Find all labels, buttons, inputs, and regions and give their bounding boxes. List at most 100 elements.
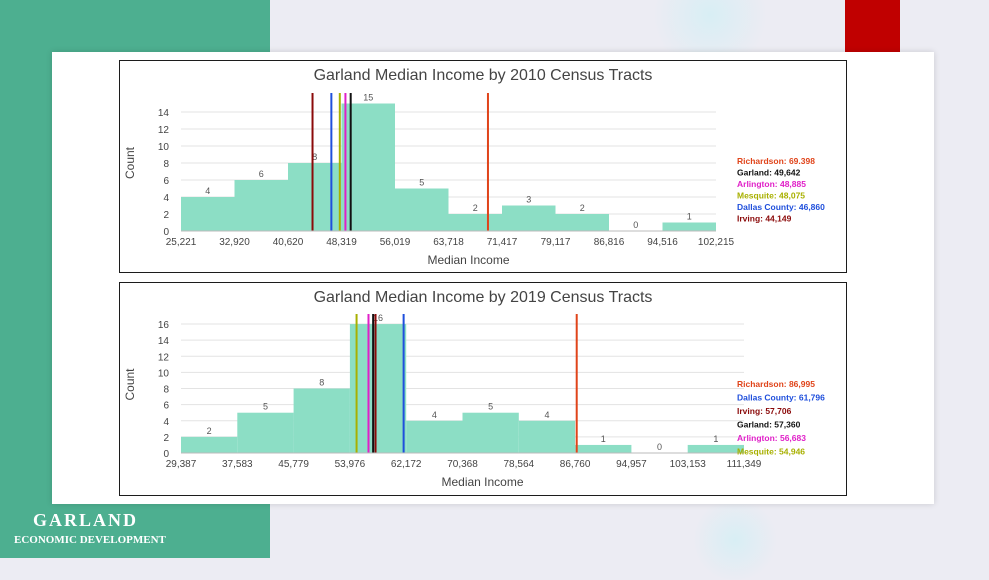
y-tick-label: 12 [158,125,170,136]
y-tick-label: 2 [163,433,169,444]
histogram-bar [662,222,716,231]
x-tick-label: 37,583 [222,459,253,470]
histogram-bar [575,444,632,453]
histogram-2019: Garland Median Income by 2019 Census Tra… [119,282,847,496]
x-axis-label: Median Income [427,253,509,267]
bar-count-label: 5 [419,178,424,188]
histogram-bar [501,205,556,231]
x-tick-label: 32,920 [219,237,250,248]
bar-count-label: 5 [263,402,268,412]
bar-count-label: 0 [633,220,638,230]
brand-name: GARLAND [33,510,139,530]
histogram-bar [181,436,238,453]
y-tick-label: 10 [158,368,170,379]
histogram-bar [462,412,519,453]
y-tick-label: 6 [163,401,169,412]
histogram-bar [237,412,294,453]
x-tick-label: 79,117 [541,237,571,248]
bar-count-label: 4 [432,410,437,420]
bar-count-label: 3 [526,195,531,205]
histogram-bar [406,420,463,453]
y-axis-label: Count [123,146,137,179]
bar-count-label: 2 [207,426,212,436]
legend-entry: Garland: 57,360 [737,420,801,430]
legend-entry: Richardson: 86,995 [737,379,815,389]
y-tick-label: 14 [158,336,170,347]
y-tick-label: 2 [163,210,169,221]
chart-title: Garland Median Income by 2010 Census Tra… [314,67,653,84]
histogram-bar [395,188,449,231]
bar-count-label: 2 [580,203,585,213]
legend-entry: Arlington: 56,683 [737,433,806,443]
x-tick-label: 103,153 [670,459,707,470]
x-tick-label: 111,349 [727,459,762,470]
bar-count-label: 1 [687,212,692,222]
legend-entry: Garland: 49,642 [737,168,801,178]
x-axis-label: Median Income [441,475,523,489]
chart-title: Garland Median Income by 2019 Census Tra… [314,289,653,306]
bar-count-label: 5 [488,402,493,412]
histogram-bar [349,324,407,453]
x-tick-label: 70,368 [447,459,478,470]
bar-count-label: 2 [473,203,478,213]
bar-count-label: 4 [205,186,210,196]
bar-count-label: 1 [601,434,606,444]
bar-count-label: 6 [259,169,264,179]
legend-entry: Irving: 44,149 [737,214,792,224]
histogram-bar [234,180,289,231]
histogram-bar [181,197,235,231]
x-tick-label: 40,620 [273,237,304,248]
legend-entry: Mesquite: 48,075 [737,191,805,201]
x-tick-label: 78,564 [504,459,535,470]
histogram-bar [448,214,502,231]
bar-count-label: 4 [544,410,549,420]
x-tick-label: 45,779 [278,459,309,470]
x-tick-label: 25,221 [166,237,197,248]
histogram-bar [555,214,609,231]
bar-count-label: 1 [713,434,718,444]
histogram-bar [518,420,576,453]
y-tick-label: 6 [163,176,169,187]
legend-entry: Richardson: 69.398 [737,156,815,166]
x-tick-label: 56,019 [380,237,411,248]
legend-entry: Dallas County: 46,860 [737,202,825,212]
x-tick-label: 48,319 [326,237,357,248]
x-tick-label: 62,172 [391,459,422,470]
y-tick-label: 14 [158,108,170,119]
legend-entry: Irving: 57,706 [737,406,792,416]
y-tick-label: 0 [163,227,169,238]
brand-subtitle: ECONOMIC DEVELOPMENT [14,534,166,546]
y-tick-label: 8 [163,159,169,170]
bar-count-label: 15 [363,93,373,103]
bar-count-label: 8 [312,152,317,162]
bar-count-label: 8 [319,378,324,388]
x-tick-label: 102,215 [698,237,735,248]
y-axis-label: Count [123,368,137,401]
y-tick-label: 10 [158,142,170,153]
histogram-2010: Garland Median Income by 2010 Census Tra… [119,60,847,273]
legend-entry: Arlington: 48,885 [737,179,806,189]
content-card: Garland Median Income by 2010 Census Tra… [52,52,934,504]
y-tick-label: 16 [158,320,170,331]
y-tick-label: 4 [163,193,169,204]
bar-count-label: 16 [373,313,383,323]
brand-red-block [845,0,900,52]
histogram-bar [293,388,350,453]
x-tick-label: 29,387 [166,459,197,470]
legend-entry: Mesquite: 54,946 [737,447,805,457]
bar-count-label: 0 [657,442,662,452]
x-tick-label: 94,957 [616,459,647,470]
x-tick-label: 53,976 [335,459,366,470]
background-glow [690,500,780,580]
y-tick-label: 8 [163,385,169,396]
histogram-bar [687,444,744,453]
x-tick-label: 86,816 [594,237,625,248]
x-tick-label: 71,417 [487,237,518,248]
histogram-bar [341,103,396,231]
histogram-2019-svg: Garland Median Income by 2019 Census Tra… [123,289,825,489]
y-tick-label: 4 [163,417,169,428]
x-tick-label: 86,760 [560,459,591,470]
legend-entry: Dallas County: 61,796 [737,393,825,403]
y-tick-label: 0 [163,449,169,460]
x-tick-label: 63,718 [433,237,464,248]
